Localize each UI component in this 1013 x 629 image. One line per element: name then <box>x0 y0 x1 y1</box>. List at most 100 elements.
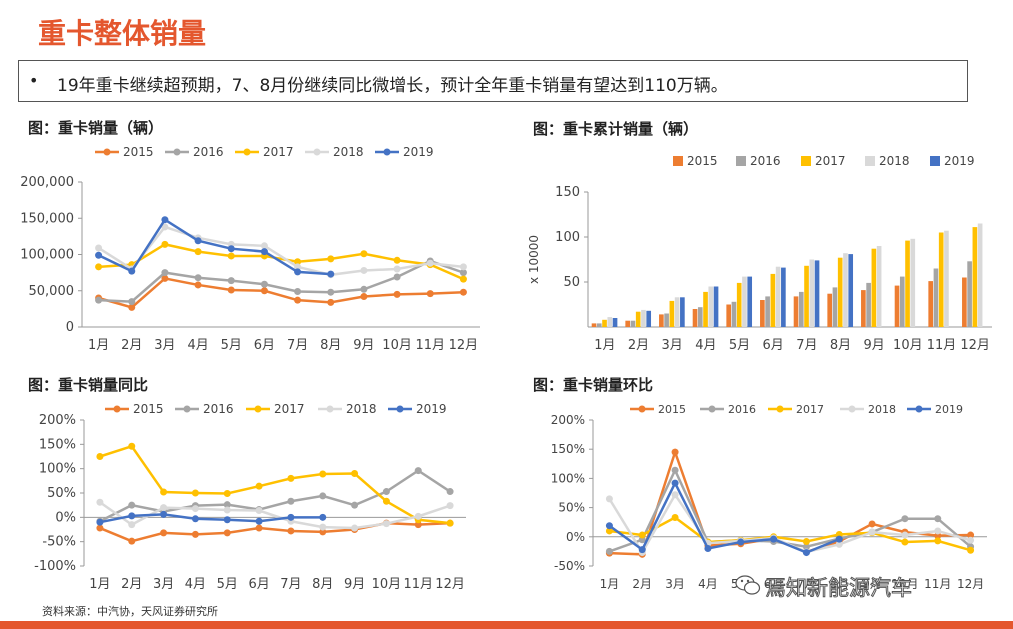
bar-2019 <box>848 254 854 327</box>
legend-swatch <box>673 156 683 166</box>
point-2019 <box>671 479 679 487</box>
point-2015 <box>255 524 263 532</box>
point-2018 <box>128 521 136 529</box>
legend-label: 2017 <box>274 402 305 416</box>
legend-marker <box>383 148 391 156</box>
x-tick-label: 10月 <box>382 338 412 353</box>
y-tick-label: 200% <box>39 413 76 428</box>
series-line-2019 <box>99 513 323 524</box>
point-2016 <box>260 280 268 288</box>
bar-2019 <box>713 286 719 327</box>
legend-marker <box>326 405 334 413</box>
point-2015 <box>260 287 268 295</box>
point-2017 <box>393 256 401 264</box>
point-2016 <box>128 501 136 509</box>
bar-2018 <box>809 259 815 327</box>
point-2019 <box>294 268 302 276</box>
bar-2018 <box>708 286 714 327</box>
y-tick-label: -100% <box>34 559 76 574</box>
x-tick-label: 7月 <box>797 577 817 591</box>
bar-2015 <box>726 304 732 327</box>
bar-2016 <box>596 323 602 327</box>
legend-label: 2018 <box>868 403 896 416</box>
bar-2017 <box>703 291 708 327</box>
x-tick-label: 10月 <box>893 338 923 353</box>
bar-2018 <box>843 253 848 327</box>
point-2015 <box>160 529 168 537</box>
y-tick-label: 150,000 <box>20 211 74 226</box>
legend-marker <box>313 148 321 156</box>
point-2018 <box>901 531 909 539</box>
source-note: 资料来源：中汽协，天风证券研究所 <box>42 605 218 618</box>
bar-2015 <box>659 314 664 327</box>
x-tick-label: 11月 <box>403 577 433 592</box>
bar-2015 <box>894 285 900 327</box>
bar-2018 <box>607 317 613 327</box>
bar-2019 <box>814 260 820 327</box>
y-tick-label: 50 <box>563 275 580 290</box>
point-2015 <box>287 527 295 535</box>
point-2016 <box>446 488 454 496</box>
x-tick-label: 2月 <box>121 338 142 353</box>
x-tick-label: 6月 <box>763 338 784 353</box>
x-tick-label: 3月 <box>153 577 174 592</box>
point-2017 <box>351 470 359 478</box>
point-2018 <box>605 495 613 503</box>
bar-2017 <box>871 248 877 327</box>
point-2016 <box>605 547 613 555</box>
legend-swatch <box>801 156 811 166</box>
bar-2017 <box>837 257 843 327</box>
point-2015 <box>319 528 327 536</box>
point-2017 <box>934 537 942 545</box>
x-tick-label: 7月 <box>280 577 301 592</box>
series-line-2018 <box>99 501 451 530</box>
bar-2017 <box>635 311 641 327</box>
point-2019 <box>160 510 168 518</box>
bar-2016 <box>731 301 737 327</box>
wechat-icon <box>735 575 761 595</box>
x-tick-label: 1月 <box>89 577 110 592</box>
x-tick-label: 2月 <box>632 577 652 591</box>
legend-label: 2017 <box>796 403 824 416</box>
point-2017 <box>194 248 202 256</box>
legend-label: 2015 <box>133 402 164 416</box>
point-2018 <box>426 259 434 267</box>
x-tick-label: 9月 <box>344 577 365 592</box>
point-2018 <box>360 266 368 274</box>
chart-monthly-sales: 0 50,000 100,000 150,000 200,000 1月 2月 3月 4月 5月 6月… <box>20 145 480 353</box>
point-2018 <box>671 491 679 499</box>
point-2018 <box>223 506 231 514</box>
point-2016 <box>671 466 679 474</box>
x-tick-label: 6月 <box>248 577 269 592</box>
point-2015 <box>360 293 368 301</box>
point-2018 <box>382 520 390 528</box>
point-2017 <box>459 275 467 283</box>
point-2018 <box>967 536 975 544</box>
watermark: 焉知新能源汽车 <box>765 576 913 601</box>
x-tick-label: 9月 <box>353 338 374 353</box>
legend-swatch <box>736 156 746 166</box>
point-2017 <box>360 250 368 258</box>
y-tick-label: 150 <box>555 185 580 200</box>
legend-marker <box>396 405 404 413</box>
y-tick-label: 50% <box>47 486 76 501</box>
bar-2016 <box>664 313 669 327</box>
point-2019 <box>96 518 104 526</box>
point-2018 <box>255 507 263 515</box>
point-2019 <box>835 535 843 543</box>
point-2019 <box>227 245 235 253</box>
point-2019 <box>260 248 268 256</box>
bar-2016 <box>899 276 905 327</box>
bar-2019 <box>781 267 786 327</box>
bar-2015 <box>861 290 866 327</box>
bar-2016 <box>630 320 636 327</box>
legend-label: 2015 <box>687 154 718 168</box>
legend-marker <box>173 148 181 156</box>
x-tick-label: 9月 <box>864 338 885 353</box>
x-tick-label: 4月 <box>698 577 718 591</box>
series-line-2019 <box>608 480 840 554</box>
y-tick-label: 0% <box>55 510 76 525</box>
point-2019 <box>223 516 231 524</box>
legend-label: 2016 <box>750 154 781 168</box>
bar-2019 <box>646 310 652 327</box>
